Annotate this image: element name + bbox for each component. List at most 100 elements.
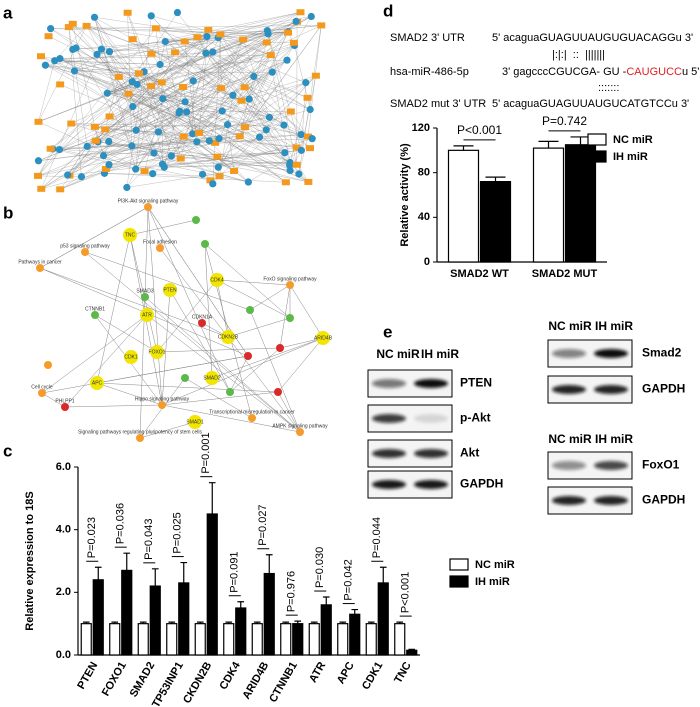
node-label: FoxO signaling pathway bbox=[263, 276, 317, 282]
edge bbox=[161, 391, 279, 406]
bar bbox=[137, 623, 149, 656]
bar bbox=[479, 181, 512, 263]
edge bbox=[144, 98, 164, 172]
node bbox=[179, 84, 188, 91]
error-bar bbox=[196, 621, 204, 624]
error-bar bbox=[168, 621, 176, 624]
edge bbox=[289, 97, 308, 163]
edge bbox=[161, 52, 176, 83]
edge bbox=[156, 279, 218, 353]
edge bbox=[104, 42, 267, 174]
edge bbox=[222, 110, 286, 153]
edge bbox=[277, 337, 324, 393]
edge bbox=[39, 267, 229, 338]
node bbox=[317, 22, 326, 29]
edge bbox=[87, 16, 312, 147]
node bbox=[297, 130, 305, 139]
node bbox=[274, 388, 282, 396]
error-bar bbox=[379, 566, 387, 583]
edge bbox=[50, 28, 119, 78]
node bbox=[306, 105, 314, 114]
node bbox=[193, 138, 201, 146]
node bbox=[38, 389, 46, 397]
blot-header: IH miR bbox=[595, 319, 633, 333]
node bbox=[150, 149, 158, 157]
edge bbox=[212, 31, 289, 184]
blot-label: GAPDH bbox=[642, 382, 685, 396]
node bbox=[297, 146, 305, 154]
node bbox=[105, 113, 114, 120]
x-tick-label: CTNNB1 bbox=[267, 660, 300, 705]
edge bbox=[161, 51, 213, 83]
node bbox=[44, 361, 52, 369]
node bbox=[215, 173, 224, 180]
node bbox=[286, 108, 295, 115]
edge bbox=[239, 31, 289, 137]
edge bbox=[69, 129, 106, 176]
edge bbox=[86, 25, 155, 154]
edge bbox=[227, 317, 291, 338]
blot-band bbox=[594, 385, 628, 394]
panel-label: b bbox=[3, 203, 13, 222]
node bbox=[217, 85, 226, 92]
p-value: P=0.023 bbox=[86, 517, 98, 558]
node bbox=[141, 293, 149, 301]
node bbox=[198, 319, 206, 327]
error-bar bbox=[180, 561, 188, 583]
node bbox=[255, 133, 264, 141]
node-label: FOXO1 bbox=[149, 349, 166, 355]
node-label: PTEN bbox=[163, 287, 177, 293]
edge bbox=[84, 251, 251, 311]
edge bbox=[161, 404, 301, 433]
edge bbox=[41, 314, 148, 394]
error-bar bbox=[396, 621, 404, 624]
node bbox=[281, 179, 290, 186]
node bbox=[308, 135, 316, 143]
node-label: TNC bbox=[125, 232, 136, 238]
edge bbox=[38, 60, 55, 122]
node bbox=[223, 121, 232, 129]
edge bbox=[74, 70, 299, 175]
legend-label: IH miR bbox=[613, 151, 648, 163]
node bbox=[286, 166, 294, 175]
edge bbox=[279, 337, 324, 349]
node bbox=[123, 9, 132, 16]
node bbox=[69, 45, 77, 54]
error-bar bbox=[111, 621, 119, 624]
node bbox=[114, 73, 123, 80]
edge bbox=[179, 111, 302, 135]
node bbox=[262, 39, 271, 46]
node-label: Hippo signaling pathway bbox=[135, 396, 190, 402]
node bbox=[246, 306, 254, 314]
x-tick-label: CDK1 bbox=[360, 660, 385, 692]
edge bbox=[183, 82, 306, 137]
p-value: P=0.036 bbox=[115, 503, 127, 544]
node bbox=[305, 145, 314, 152]
legend-label: NC miR bbox=[475, 559, 515, 571]
p-value: P=0.042 bbox=[343, 559, 355, 600]
node bbox=[175, 109, 183, 117]
y-tick-label: 0 bbox=[424, 256, 430, 268]
p-value: P=0.025 bbox=[172, 512, 184, 553]
edge bbox=[229, 355, 249, 393]
node bbox=[286, 281, 294, 289]
node bbox=[34, 172, 43, 179]
error-bar bbox=[282, 621, 290, 624]
error-bar bbox=[225, 621, 233, 624]
edge bbox=[185, 33, 269, 103]
error-bar bbox=[151, 568, 159, 587]
node bbox=[99, 152, 108, 160]
node bbox=[302, 79, 310, 87]
y-tick-label: 6.0 bbox=[56, 461, 71, 473]
node bbox=[195, 129, 204, 136]
error-bar bbox=[265, 554, 273, 574]
edge bbox=[94, 36, 208, 128]
edge bbox=[205, 53, 311, 110]
edge bbox=[253, 76, 308, 98]
node bbox=[101, 166, 110, 173]
node bbox=[90, 13, 99, 21]
edge bbox=[104, 173, 286, 183]
p-value: P=0.027 bbox=[257, 504, 269, 545]
p-value: P=0.976 bbox=[286, 571, 298, 612]
edge bbox=[301, 82, 306, 151]
